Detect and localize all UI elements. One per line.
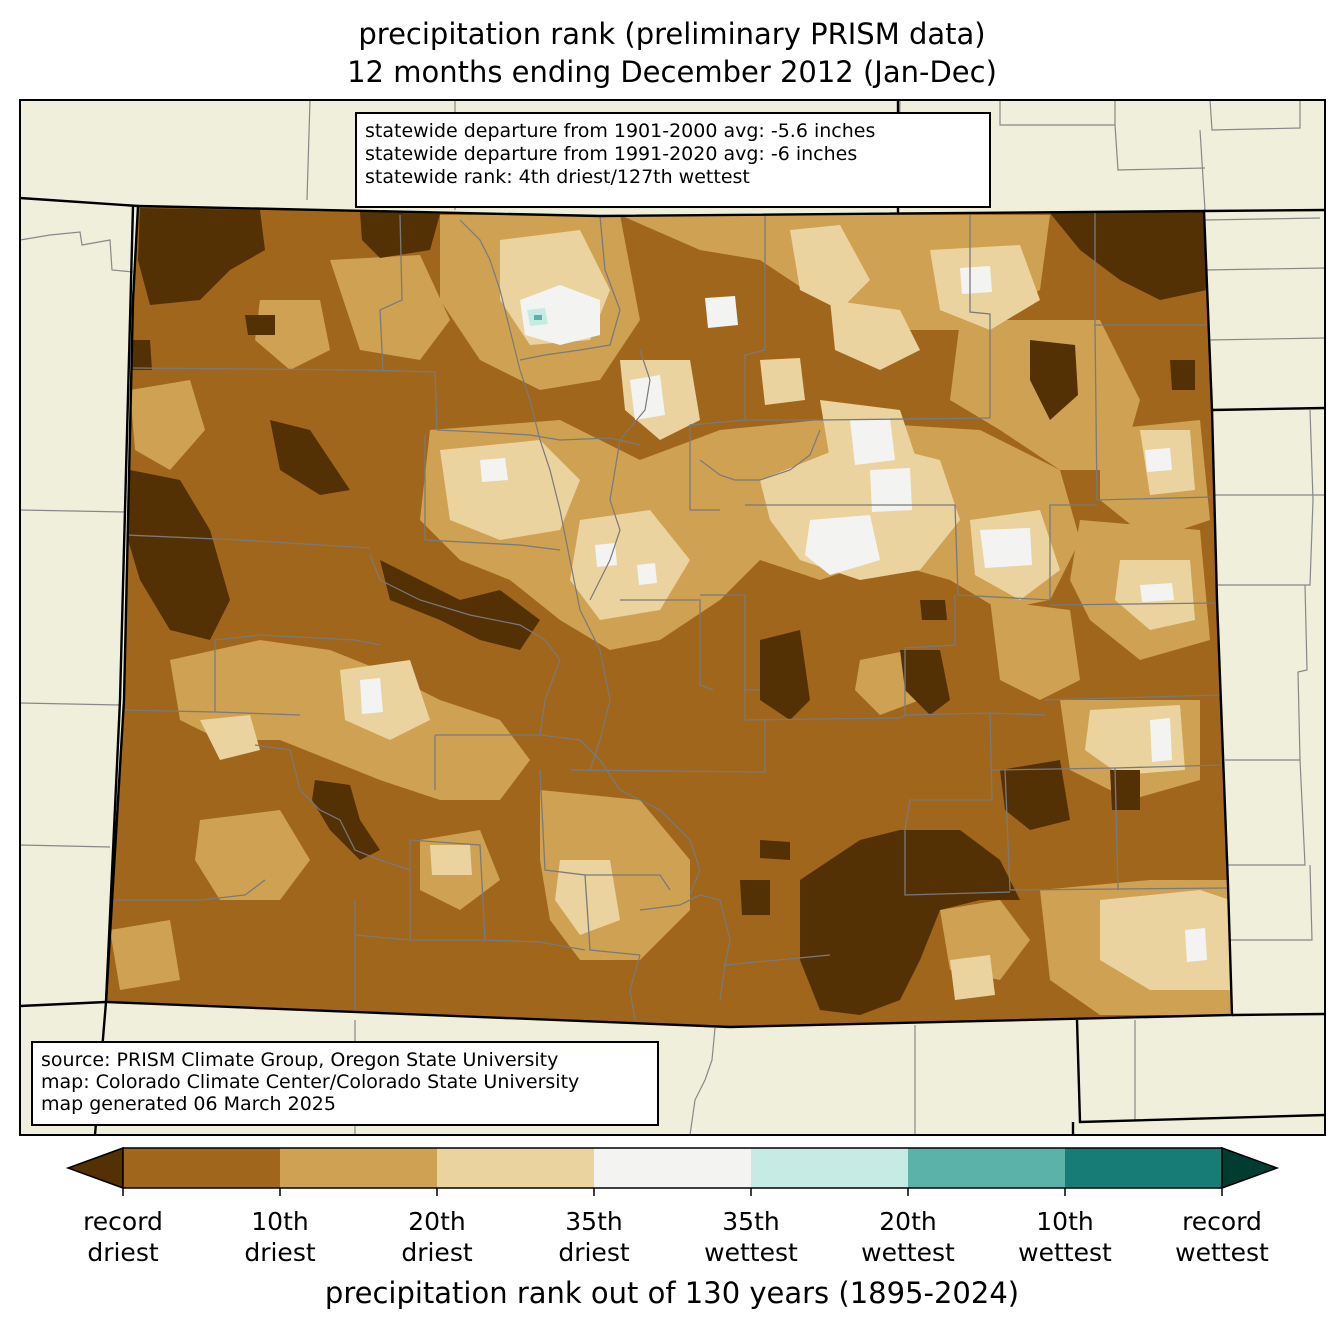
colorbar-label-10th-wettest: 10th wettest: [1018, 1207, 1112, 1267]
colorbar-bin-10th-driest: [123, 1148, 280, 1188]
colorbar-bin-20th-driest: [280, 1148, 437, 1188]
stats-departure-1991-2020: statewide departure from 1991-2020 avg: …: [365, 143, 858, 165]
source-map-credit: map: Colorado Climate Center/Colorado St…: [41, 1071, 580, 1093]
colorbar-extend-high: [1221, 1146, 1280, 1190]
colorbar: [65, 1146, 1280, 1196]
colorbar-bin-normal: [594, 1148, 751, 1188]
colorbar-label-record-wettest: record wettest: [1175, 1207, 1269, 1267]
map-title-line1: precipitation rank (preliminary PRISM da…: [358, 17, 986, 51]
colorbar-label-20th-wettest: 20th wettest: [861, 1207, 955, 1267]
colorbar-bin-35th-driest: [437, 1148, 594, 1188]
source-generated-date: map generated 06 March 2025: [41, 1093, 336, 1115]
colorbar-axis-label: precipitation rank out of 130 years (189…: [324, 1276, 1020, 1310]
source-data-credit: source: PRISM Climate Group, Oregon Stat…: [41, 1049, 559, 1071]
colorbar-extend-low: [65, 1146, 124, 1190]
colorbar-bin-10th-wettest: [1065, 1148, 1222, 1188]
precip-rank-field: [106, 206, 1232, 1027]
colorbar-label-20th-driest: 20th driest: [401, 1207, 473, 1267]
colorbar-label-35th-wettest: 35th wettest: [704, 1207, 798, 1267]
stats-statewide-rank: statewide rank: 4th driest/127th wettest: [365, 166, 750, 188]
stats-departure-1901-2000: statewide departure from 1901-2000 avg: …: [365, 120, 876, 142]
colorbar-bin-35th-wettest: [751, 1148, 908, 1188]
colorbar-label-35th-driest: 35th driest: [558, 1207, 630, 1267]
map-title-line2: 12 months ending December 2012 (Jan-Dec): [347, 55, 997, 89]
map-frame: [19, 99, 1326, 1136]
colorbar-ticks: [122, 1188, 1223, 1196]
source-box: source: PRISM Climate Group, Oregon Stat…: [31, 1041, 659, 1126]
colorbar-bin-20th-wettest: [908, 1148, 1065, 1188]
colorbar-label-record-driest: record driest: [83, 1207, 163, 1267]
colorbar-label-10th-driest: 10th driest: [244, 1207, 316, 1267]
statewide-stats-box: statewide departure from 1901-2000 avg: …: [355, 112, 991, 208]
